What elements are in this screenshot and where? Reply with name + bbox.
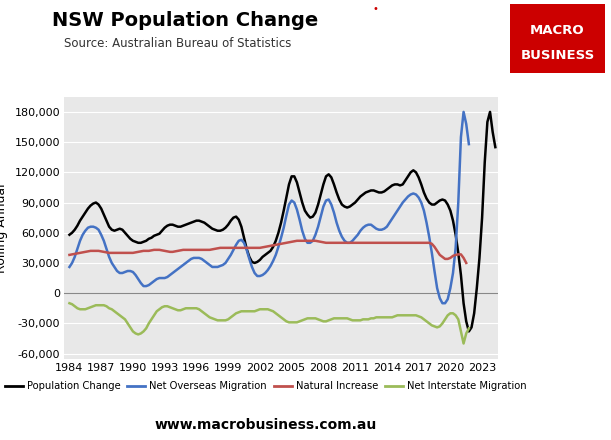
Natural Increase [457, 252, 464, 257]
Net Interstate Migration [460, 341, 467, 346]
Net Overseas Migration [460, 109, 467, 114]
Population Change [492, 144, 499, 150]
Net Interstate Migration [325, 318, 332, 323]
Net Interstate Migration [126, 325, 134, 330]
Net Overseas Migration [66, 264, 73, 270]
Text: www.macrobusiness.com.au: www.macrobusiness.com.au [155, 418, 377, 432]
Population Change [206, 224, 213, 229]
Net Overseas Migration [325, 197, 332, 202]
Net Interstate Migration [203, 313, 211, 318]
Text: BUSINESS: BUSINESS [521, 49, 595, 62]
Natural Increase [293, 238, 301, 243]
Natural Increase [346, 240, 354, 246]
Line: Population Change: Population Change [70, 112, 496, 331]
Natural Increase [463, 260, 470, 266]
Population Change [346, 204, 354, 209]
Text: NSW Population Change: NSW Population Change [52, 11, 318, 30]
Net Overseas Migration [79, 232, 86, 238]
Natural Increase [66, 252, 73, 257]
Text: MACRO: MACRO [530, 24, 585, 37]
Net Overseas Migration [439, 301, 446, 306]
Line: Net Interstate Migration: Net Interstate Migration [70, 303, 469, 344]
Population Change [66, 232, 73, 238]
Net Overseas Migration [126, 268, 134, 274]
Net Overseas Migration [333, 220, 340, 225]
Population Change [103, 218, 110, 223]
Net Interstate Migration [465, 326, 472, 331]
Net Interstate Migration [166, 304, 174, 310]
Natural Increase [320, 240, 327, 245]
Line: Net Overseas Migration: Net Overseas Migration [70, 112, 469, 303]
Population Change [203, 222, 211, 227]
Population Change [486, 109, 494, 114]
Population Change [465, 329, 472, 334]
Population Change [407, 170, 414, 175]
Legend: Population Change, Net Overseas Migration, Natural Increase, Net Interstate Migr: Population Change, Net Overseas Migratio… [1, 378, 531, 396]
Natural Increase [309, 238, 316, 243]
Natural Increase [206, 247, 213, 253]
Net Interstate Migration [66, 301, 73, 306]
Net Interstate Migration [333, 315, 340, 321]
Net Overseas Migration [465, 142, 472, 147]
Natural Increase [259, 245, 266, 250]
Y-axis label: Rolling Annual: Rolling Annual [0, 183, 8, 272]
Population Change [404, 174, 412, 179]
Net Overseas Migration [166, 272, 174, 278]
Line: Natural Increase: Natural Increase [70, 241, 466, 263]
Text: •: • [373, 4, 379, 15]
Net Overseas Migration [203, 260, 211, 266]
Net Interstate Migration [79, 307, 86, 312]
Text: Source: Australian Bureau of Statistics: Source: Australian Bureau of Statistics [64, 37, 291, 51]
